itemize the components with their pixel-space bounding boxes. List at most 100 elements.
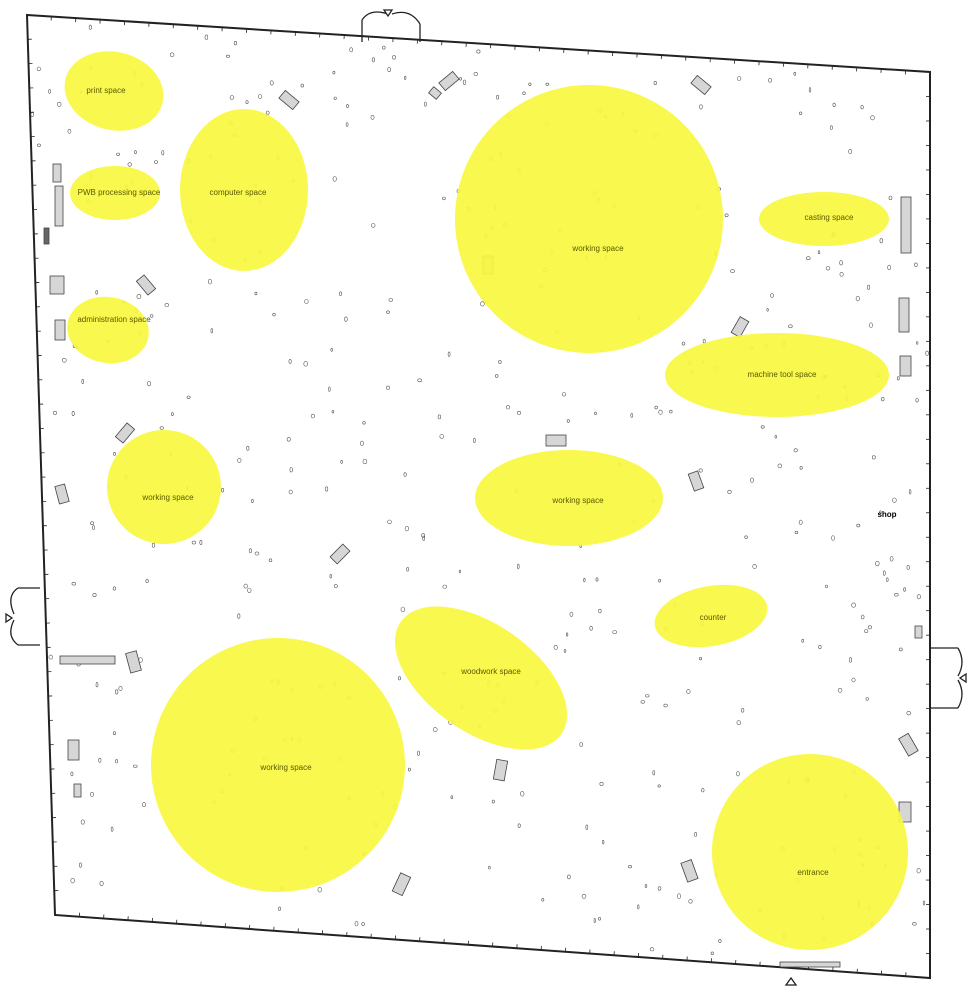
floor-speck [67, 128, 72, 134]
floor-speck [473, 72, 478, 77]
floor-speck [289, 467, 293, 473]
floor-speck [70, 771, 74, 777]
floor-speck [839, 260, 843, 266]
floor-speck [304, 299, 309, 304]
floor-speck [702, 339, 706, 344]
floor-speck [268, 558, 273, 562]
floor-speck [516, 410, 521, 415]
floor-speck [589, 625, 593, 631]
floor-speck [233, 40, 237, 46]
floor-speck [386, 385, 390, 390]
floor-speck [92, 592, 97, 597]
floor-speck [136, 293, 142, 299]
floor-speck [442, 196, 446, 201]
floor-speck [851, 602, 856, 608]
floor-speck [749, 477, 754, 483]
floor-speck [229, 95, 234, 100]
floor-speck [566, 419, 570, 423]
floor-speck [541, 897, 545, 902]
floor-speck [133, 764, 138, 768]
floor-speck [170, 412, 174, 416]
floor-speck [442, 584, 448, 589]
building-outline [25, 13, 931, 980]
floor-speck [898, 647, 903, 652]
floor-speck [914, 262, 918, 267]
floor-speck [892, 497, 897, 503]
floor-speck [774, 435, 777, 439]
furniture-block [59, 655, 116, 665]
furniture-block [899, 355, 912, 377]
floor-speck [794, 530, 799, 535]
floor-speck [476, 49, 481, 54]
floor-speck [147, 381, 152, 387]
floor-speck [354, 921, 359, 927]
floor-speck [349, 47, 354, 53]
floor-speck [404, 525, 410, 532]
floor-speck [860, 614, 865, 620]
furniture-block [730, 316, 750, 338]
floor-speck [545, 82, 550, 86]
floor-speck [906, 565, 910, 570]
floor-speck [817, 250, 821, 254]
floor-speck [404, 75, 407, 80]
floor-speck [254, 551, 260, 556]
zone-label-working-space-3: working space [551, 496, 604, 505]
floor-speck [346, 104, 349, 108]
floor-speck [585, 824, 589, 830]
floor-speck [371, 57, 375, 63]
floor-speck [92, 525, 95, 530]
floor-speck [686, 689, 691, 694]
floor-speck [597, 917, 601, 921]
floor-speck [887, 264, 892, 270]
floor-speck [867, 284, 871, 290]
floor-speck [199, 539, 203, 546]
floor-speck [870, 115, 875, 121]
floor-speck [768, 78, 773, 83]
floor-speck [871, 455, 876, 460]
floor-speck [115, 759, 119, 764]
floor-speck [330, 347, 333, 352]
furniture-block [125, 650, 142, 674]
floor-speck [362, 421, 366, 425]
floor-speck [272, 312, 276, 317]
furniture [43, 70, 923, 897]
floor-speck [300, 83, 304, 88]
floor-speck [869, 322, 873, 328]
floor-speck [498, 360, 502, 364]
floor-speck [825, 266, 831, 271]
floor-speck [830, 125, 833, 130]
floor-speck [329, 573, 332, 579]
floor-speck [134, 150, 137, 155]
floor-speck [95, 290, 98, 295]
floor-speck [459, 77, 463, 81]
furniture-block [914, 625, 923, 639]
floor-speck [265, 110, 270, 115]
floor-speck [310, 413, 315, 419]
floor-speck [658, 578, 662, 583]
furniture-block [49, 275, 65, 295]
floor-speck [332, 176, 337, 182]
furniture-block [428, 86, 442, 100]
floor-speck [658, 409, 663, 415]
floor-speck [649, 947, 655, 952]
floor-speck [698, 656, 702, 661]
floor-speck [56, 101, 62, 107]
floor-speck [565, 632, 569, 637]
floor-speck [737, 76, 742, 81]
floor-speck [473, 437, 476, 444]
furniture-block [43, 227, 50, 245]
floor-speck [118, 686, 123, 691]
floor-speck [186, 395, 191, 399]
zone-working-space-large-bottom [151, 638, 405, 892]
floor-speck [81, 378, 84, 385]
floor-speck [583, 577, 586, 583]
floor-speck [681, 341, 686, 346]
floor-speck [359, 440, 364, 446]
floor-speck [371, 223, 376, 228]
floor-speck [653, 81, 657, 86]
zone-woodwork-space [394, 606, 568, 750]
zone-label-administration-space: administration space [77, 315, 151, 324]
floor-speck [645, 694, 650, 698]
floor-speck [855, 296, 860, 302]
floor-speck [925, 350, 929, 356]
